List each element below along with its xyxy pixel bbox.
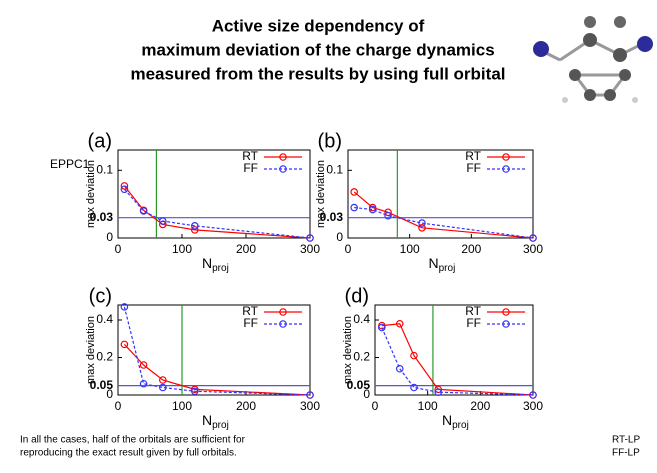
- legend-label: FF: [243, 161, 258, 175]
- panel-label: (b): [318, 130, 342, 152]
- legend-label: FF: [243, 316, 258, 330]
- x-axis-label-subscript: proj: [212, 420, 229, 431]
- x-tick-label: 0: [345, 242, 352, 256]
- y-axis-label: max deviation: [342, 316, 354, 384]
- panel-label: (d): [345, 285, 369, 307]
- x-axis-label-subscript: proj: [212, 263, 229, 274]
- legend-label: FF: [466, 161, 481, 175]
- y-tick-label: 0.4: [96, 312, 113, 326]
- x-tick-label: 200: [236, 399, 256, 413]
- x-tick-label: 300: [300, 242, 320, 256]
- x-axis-label-subscript: proj: [452, 420, 469, 431]
- y-tick-label: 0.2: [353, 350, 370, 364]
- x-tick-label: 100: [418, 399, 438, 413]
- slide-title: maximum deviation of the charge dynamics: [141, 40, 494, 59]
- x-tick-label: 0: [115, 242, 122, 256]
- x-tick-label: 300: [523, 399, 543, 413]
- slide-title: Active size dependency of: [212, 16, 425, 35]
- x-tick-label: 300: [300, 399, 320, 413]
- panel-label: (c): [89, 285, 112, 307]
- slide-title: measured from the results by using full …: [130, 64, 505, 83]
- note: reproducing the exact result given by fu…: [20, 448, 237, 459]
- y-tick-label: 0: [336, 230, 343, 244]
- y-axis-label: max deviation: [85, 316, 97, 384]
- label: EPPC1: [50, 157, 90, 171]
- y-tick-label: 0.4: [353, 312, 370, 326]
- panel-label: (a): [88, 130, 112, 152]
- legend-label: FF: [466, 316, 481, 330]
- x-tick-label: 100: [400, 242, 420, 256]
- x-tick-label: 0: [115, 399, 122, 413]
- y-tick-label: 0: [106, 230, 113, 244]
- y-axis-label: max deviation: [85, 160, 97, 228]
- slide: Active size dependency of maximum deviat…: [0, 0, 657, 473]
- y-axis-label: max deviation: [315, 160, 327, 228]
- x-tick-label: 300: [523, 242, 543, 256]
- x-tick-label: 100: [172, 242, 192, 256]
- y-tick-label: 0.2: [96, 350, 113, 364]
- x-axis-label-main: N: [202, 255, 212, 271]
- footer: FF-LP: [612, 448, 640, 459]
- x-axis-label-subscript: proj: [439, 263, 456, 274]
- x-tick-label: 0: [372, 399, 379, 413]
- x-axis-label-main: N: [442, 412, 452, 428]
- y-tick-label: 0.1: [326, 162, 343, 176]
- y-tick-label: 0.1: [96, 162, 113, 176]
- x-axis-label-main: N: [202, 412, 212, 428]
- x-tick-label: 200: [470, 399, 490, 413]
- x-tick-label: 100: [172, 399, 192, 413]
- x-tick-label: 200: [236, 242, 256, 256]
- note: In all the cases, half of the orbitals a…: [20, 435, 246, 446]
- x-tick-label: 200: [461, 242, 481, 256]
- footer: RT-LP: [612, 435, 640, 446]
- x-axis-label-main: N: [429, 255, 439, 271]
